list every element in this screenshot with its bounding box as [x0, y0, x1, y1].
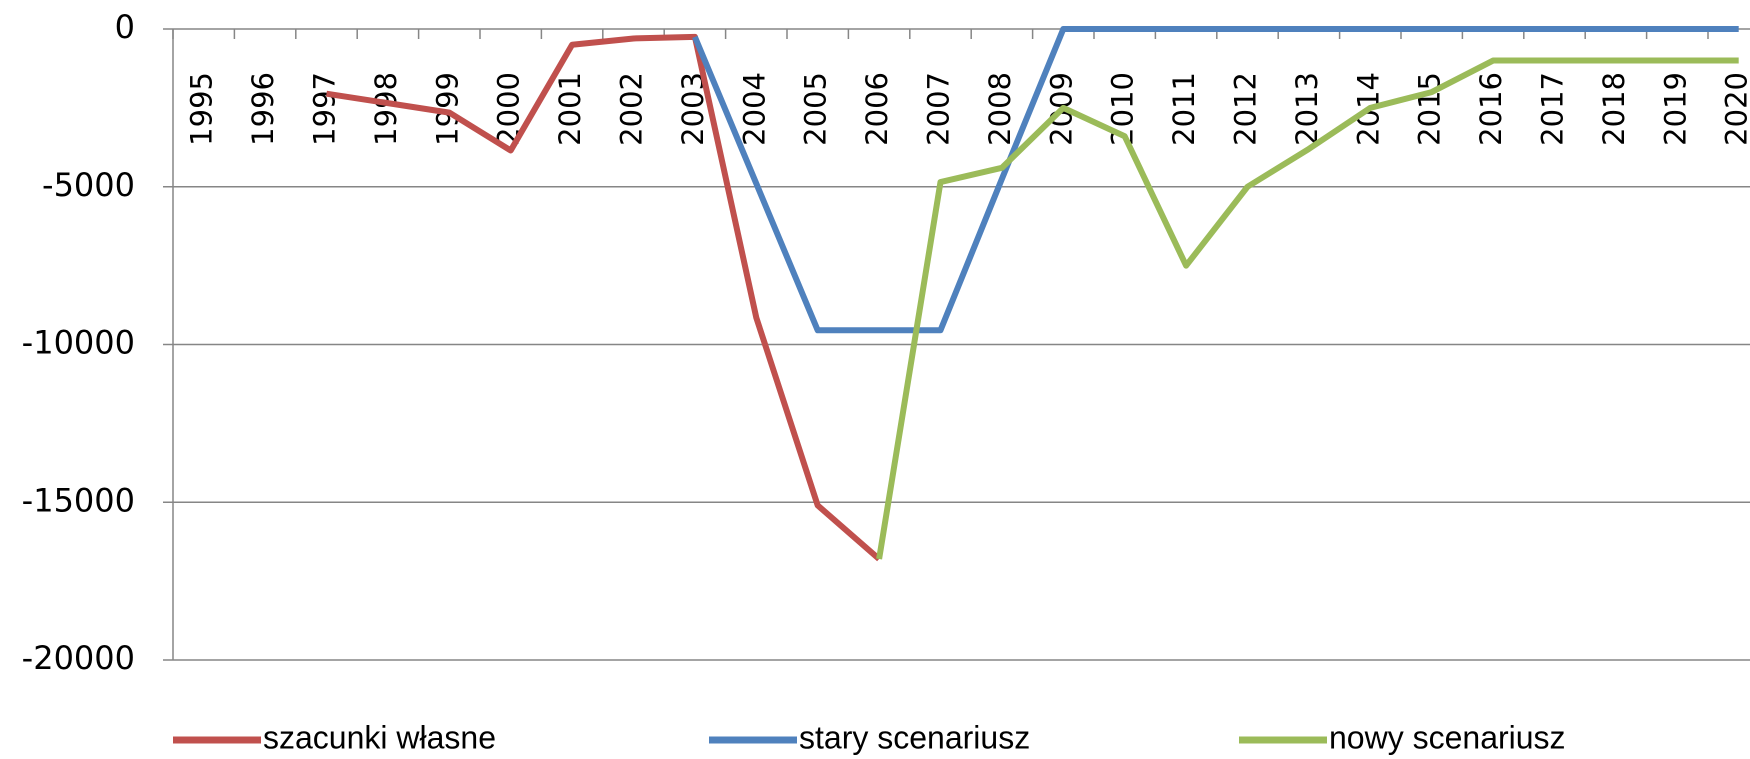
- x-tick-label: 1998: [369, 72, 403, 146]
- legend-label: szacunki własne: [263, 719, 496, 755]
- x-tick-label: 2011: [1167, 72, 1201, 146]
- x-tick-label: 2005: [799, 72, 833, 146]
- series-line: [692, 26, 1739, 334]
- x-tick-label: 2007: [922, 72, 956, 146]
- series-line: [876, 57, 1739, 560]
- x-tick-label: 2008: [983, 72, 1017, 146]
- x-tick-label: 2018: [1597, 72, 1631, 146]
- y-tick-label: 0: [115, 8, 135, 46]
- x-tick-label: 2013: [1290, 72, 1324, 146]
- x-tick-label: 2006: [860, 72, 894, 146]
- x-tick-label: 1996: [246, 72, 280, 146]
- x-tick-label: 2015: [1413, 72, 1447, 146]
- x-tick-label: 2017: [1536, 72, 1570, 146]
- y-tick-label: -5000: [42, 166, 135, 204]
- x-tick-label: 2019: [1658, 72, 1692, 146]
- x-tick-label: 2001: [553, 72, 587, 146]
- y-tick-label: -15000: [22, 481, 135, 519]
- series-line: [326, 33, 882, 562]
- y-tick-label: -10000: [22, 324, 135, 362]
- x-tick-label: 2004: [737, 72, 771, 146]
- x-tick-label: 2012: [1229, 72, 1263, 146]
- legend-label: stary scenariusz: [799, 719, 1030, 755]
- legend-label: nowy scenariusz: [1329, 719, 1566, 755]
- x-tick-label: 2020: [1720, 72, 1750, 146]
- x-tick-label: 2002: [615, 72, 649, 146]
- x-tick-label: 2016: [1474, 72, 1508, 146]
- x-tick-label: 1995: [185, 72, 219, 146]
- x-tick-label: 1997: [308, 72, 342, 146]
- y-tick-label: -20000: [22, 639, 135, 677]
